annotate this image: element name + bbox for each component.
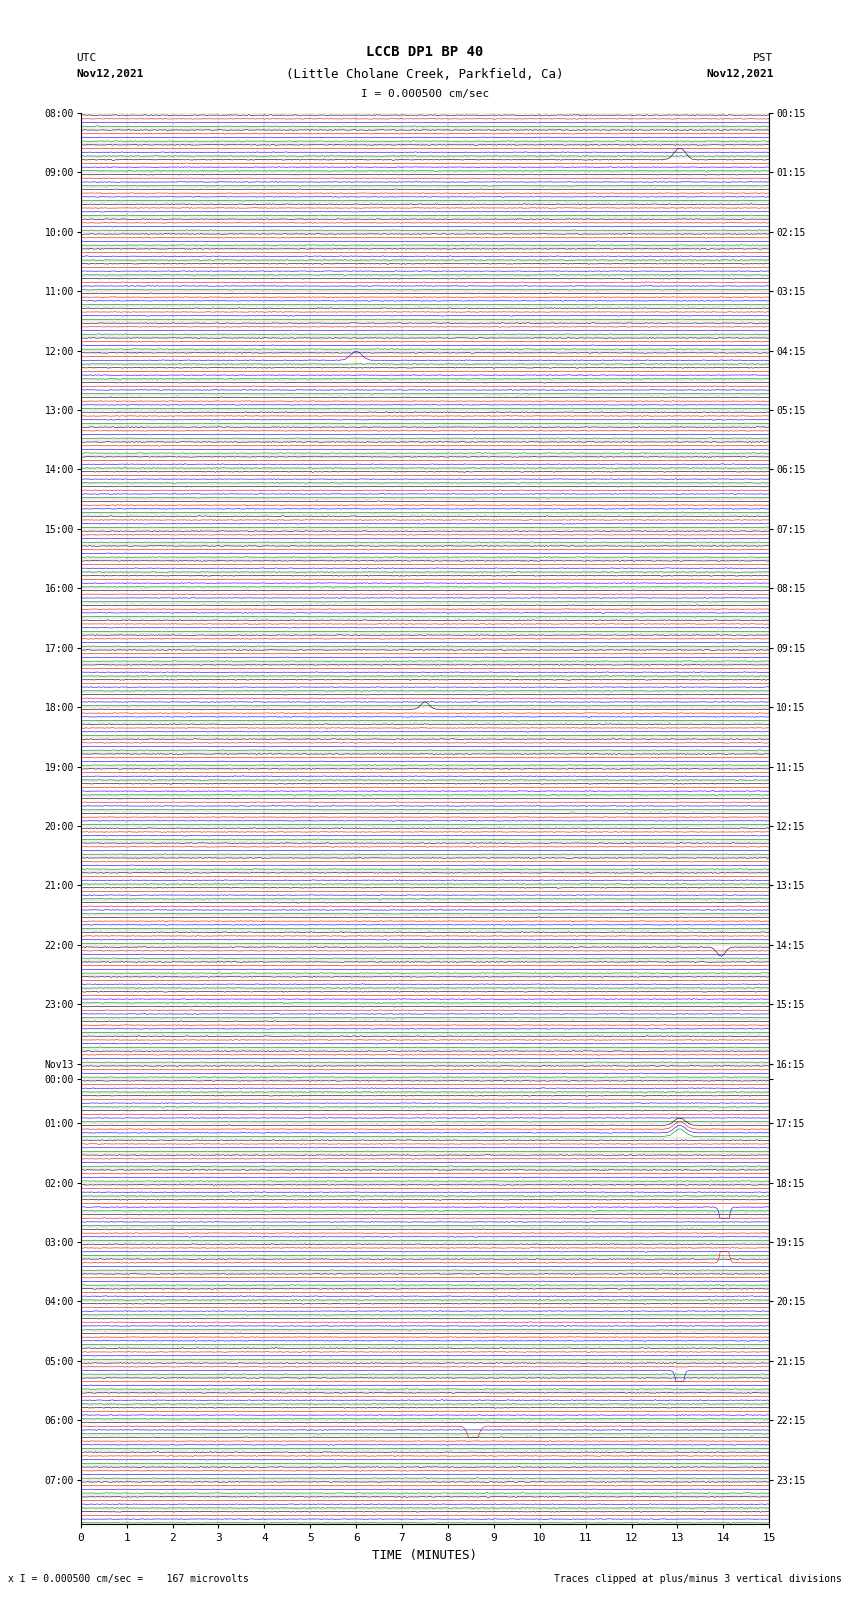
Text: Nov12,2021: Nov12,2021 xyxy=(706,69,774,79)
Text: PST: PST xyxy=(753,53,774,63)
X-axis label: TIME (MINUTES): TIME (MINUTES) xyxy=(372,1548,478,1561)
Text: (Little Cholane Creek, Parkfield, Ca): (Little Cholane Creek, Parkfield, Ca) xyxy=(286,68,564,81)
Text: I = 0.000500 cm/sec: I = 0.000500 cm/sec xyxy=(361,89,489,98)
Text: Traces clipped at plus/minus 3 vertical divisions: Traces clipped at plus/minus 3 vertical … xyxy=(553,1574,842,1584)
Text: x I = 0.000500 cm/sec =    167 microvolts: x I = 0.000500 cm/sec = 167 microvolts xyxy=(8,1574,249,1584)
Text: Nov12,2021: Nov12,2021 xyxy=(76,69,144,79)
Text: LCCB DP1 BP 40: LCCB DP1 BP 40 xyxy=(366,45,484,60)
Text: UTC: UTC xyxy=(76,53,97,63)
